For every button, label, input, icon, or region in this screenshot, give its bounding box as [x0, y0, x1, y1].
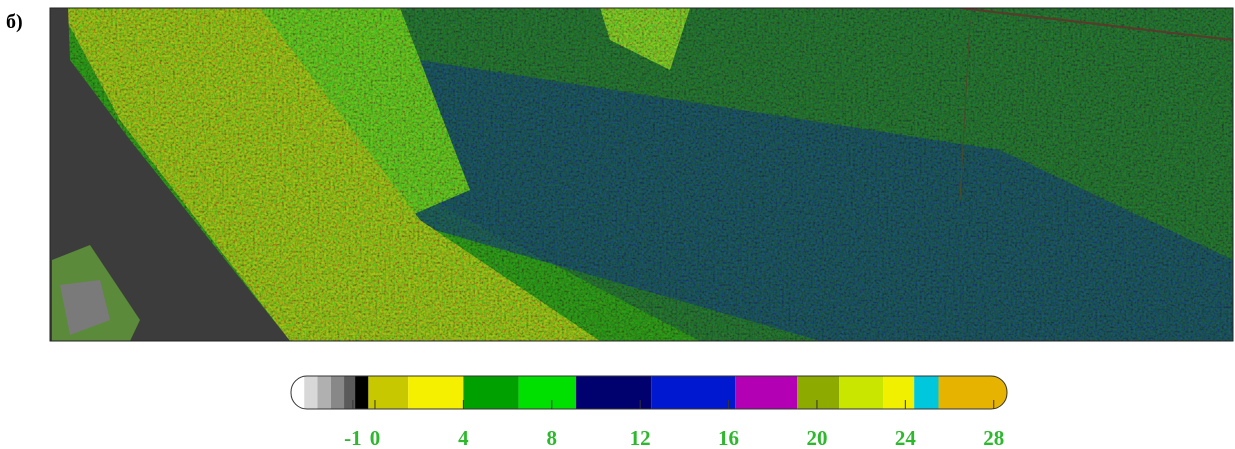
map-frame	[49, 7, 1234, 342]
color-segment	[797, 376, 840, 409]
tick-label: 20	[806, 426, 827, 449]
color-segment	[408, 376, 464, 409]
tick-label: 0	[370, 426, 381, 449]
color-segment	[914, 376, 939, 409]
tick-label: 24	[895, 426, 917, 449]
color-segment	[291, 376, 305, 409]
color-segment	[344, 376, 356, 409]
colorbar	[291, 376, 1007, 409]
tick-label: -1	[344, 426, 362, 449]
tick-label: 12	[630, 426, 651, 449]
color-segment	[368, 376, 409, 409]
built-area	[60, 280, 110, 335]
road	[959, 19, 971, 201]
tick-label: 4	[458, 426, 469, 449]
color-segment	[330, 376, 345, 409]
color-segment	[518, 376, 577, 409]
texture	[50, 8, 1233, 341]
color-segment	[883, 376, 915, 409]
color-segment	[576, 376, 652, 409]
color-segment	[317, 376, 331, 409]
lidar-map	[50, 8, 1233, 341]
color-segment	[735, 376, 798, 409]
color-segment	[651, 376, 736, 409]
color-segment	[938, 376, 1007, 409]
color-segment	[463, 376, 519, 409]
river	[50, 8, 290, 341]
tick-label: 8	[547, 426, 558, 449]
tick-label: 28	[983, 426, 1004, 449]
road	[959, 8, 1233, 41]
color-segment	[355, 376, 369, 409]
color-segment	[304, 376, 318, 409]
colorbar-frame	[290, 375, 1008, 410]
tick-label: 16	[718, 426, 739, 449]
colorbar-ticks: -1 0 4 8 12 16 20 24 28	[344, 400, 1004, 449]
panel-label: б)	[6, 11, 23, 33]
color-segment	[839, 376, 884, 409]
